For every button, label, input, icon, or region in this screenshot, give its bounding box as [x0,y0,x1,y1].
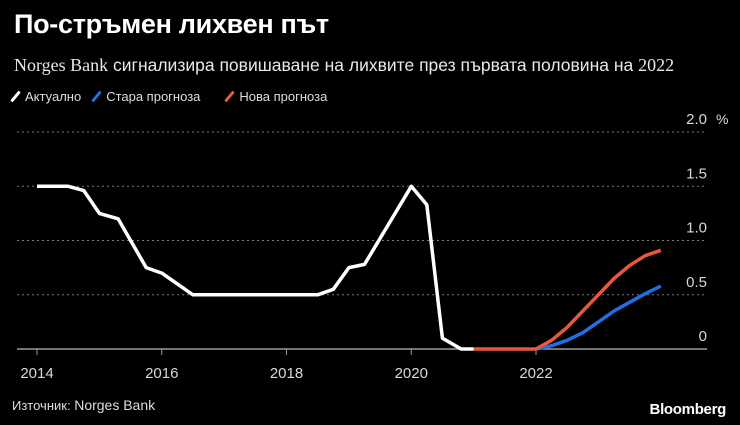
y-unit-label: % [716,111,728,127]
series-actual-line [37,184,474,351]
chart-legend: Актуално Стара прогноза Нова прогноза [10,89,341,104]
legend-item-new-forecast: Нова прогноза [224,89,328,104]
series-new-forecast-line [473,248,662,351]
series-old-forecast-line [535,284,662,351]
legend-label: Актуално [25,89,82,104]
series-lines [37,184,662,351]
x-axis-ticks: 2014 2016 2018 2020 2022 [20,349,553,382]
x-tick-label: 2018 [270,365,303,382]
x-tick-label: 2014 [20,365,53,382]
legend-item-actual: Актуално [10,89,82,104]
x-tick-label: 2016 [145,365,178,382]
y-tick-label: 1.5 [686,165,707,182]
gridlines [17,131,707,296]
source-label: Източник: [12,398,71,413]
y-tick-label: 2.0 [686,111,707,128]
y-tick-label: 1.0 [686,220,707,237]
legend-item-old-forecast: Стара прогноза [91,89,201,104]
source-note: Източник: Norges Bank [12,397,155,413]
x-tick-label: 2020 [395,365,428,382]
subtitle-source: Norges Bank [14,55,109,75]
y-tick-label: 0.5 [686,274,707,291]
source-value: Norges Bank [74,397,156,413]
legend-label: Нова прогноза [239,89,328,104]
legend-label: Стара прогноза [106,89,201,104]
subtitle-year: 2022 [638,55,675,75]
y-tick-label: 0 [699,328,707,345]
chart-subtitle: Norges Bank сигнализира повишаване на ли… [14,55,674,76]
subtitle-text: сигнализира повишаване на лихвите през п… [108,55,639,75]
y-axis-ticks: 0 0.5 1.0 1.5 2.0% [686,111,728,345]
x-tick-label: 2022 [519,365,552,382]
bloomberg-logo: Bloomberg [649,401,727,418]
chart-title: По-стръмен лихвен път [14,9,329,39]
